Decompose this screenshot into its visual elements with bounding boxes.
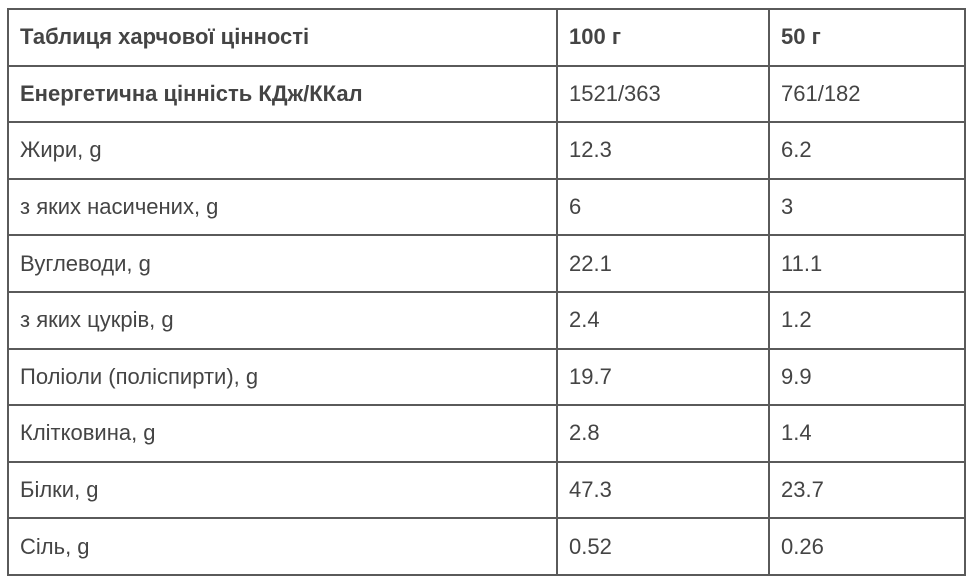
nutrition-table: Таблиця харчової цінності 100 г 50 г Ене… (7, 8, 966, 576)
nutrient-label: Клітковина, g (7, 404, 558, 463)
nutrient-value: 1521/363 (556, 64, 770, 124)
nutrient-value: 1.4 (768, 404, 966, 463)
table-row: Вуглеводи, g 22.1 11.1 (7, 234, 966, 293)
nutrient-value: 6.2 (768, 121, 966, 180)
nutrient-label: Поліоли (поліспирти), g (7, 347, 558, 407)
nutrient-value: 9.9 (768, 347, 966, 407)
nutrient-value: 0.26 (768, 517, 966, 576)
nutrient-value: 0.52 (556, 517, 770, 576)
nutrient-value: 1.2 (768, 290, 966, 350)
nutrient-value: 3 (768, 177, 966, 237)
nutrient-value: 12.3 (556, 121, 770, 180)
nutrient-value: 2.4 (556, 290, 770, 350)
nutrient-value: 2.8 (556, 404, 770, 463)
nutrient-label: Сіль, g (7, 517, 558, 576)
table-row: Поліоли (поліспирти), g 19.7 9.9 (7, 347, 966, 407)
table-row: з яких цукрів, g 2.4 1.2 (7, 290, 966, 350)
nutrient-value: 22.1 (556, 234, 770, 293)
nutrient-value: 761/182 (768, 64, 966, 124)
nutrient-label: Вуглеводи, g (7, 234, 558, 293)
nutrient-value: 23.7 (768, 460, 966, 520)
nutrient-label: з яких насичених, g (7, 177, 558, 237)
header-cell: 50 г (768, 8, 966, 67)
header-cell: 100 г (556, 8, 770, 67)
nutrient-label: Білки, g (7, 460, 558, 520)
nutrient-value: 19.7 (556, 347, 770, 407)
table-header-row: Таблиця харчової цінності 100 г 50 г (7, 8, 966, 67)
header-cell: Таблиця харчової цінності (7, 8, 558, 67)
nutrient-label: з яких цукрів, g (7, 290, 558, 350)
table-row: Сіль, g 0.52 0.26 (7, 517, 966, 576)
table-row: Клітковина, g 2.8 1.4 (7, 404, 966, 463)
table-row: Білки, g 47.3 23.7 (7, 460, 966, 520)
nutrient-label: Енергетична цінність КДж/ККал (7, 64, 558, 124)
nutrient-value: 11.1 (768, 234, 966, 293)
table-row: Енергетична цінність КДж/ККал 1521/363 761… (7, 64, 966, 124)
nutrient-label: Жири, g (7, 121, 558, 180)
nutrient-value: 6 (556, 177, 770, 237)
table-row: Жири, g 12.3 6.2 (7, 121, 966, 180)
nutrient-value: 47.3 (556, 460, 770, 520)
